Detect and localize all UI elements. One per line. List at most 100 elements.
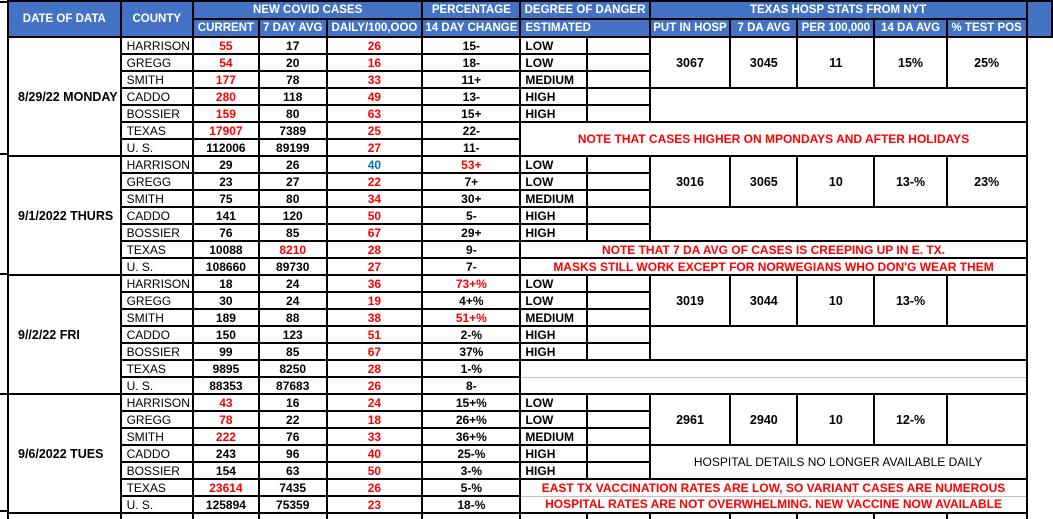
danger-swatch[interactable] [585,155,651,174]
change-cell[interactable]: 26+% [421,410,522,429]
avg7-cell[interactable]: 85 [257,223,328,242]
avg7-cell[interactable]: 89730 [257,257,328,276]
county-cell[interactable]: BOSSIER [119,461,194,480]
hosp-7da-cell[interactable]: 3065 [729,155,799,208]
put-in-hosp-cell[interactable]: 3016 [648,155,732,208]
header-7-day-avg[interactable]: 7 DAY AVG [257,18,328,38]
current-cell[interactable]: 55 [191,36,260,55]
per-100k-cell[interactable]: 11 [796,36,876,89]
daily-cell[interactable]: 67 [325,223,424,242]
county-cell[interactable]: GREGG [119,53,194,72]
avg7-cell[interactable]: 24 [257,274,328,293]
test-pos-cell[interactable]: 25% [945,36,1028,89]
daily-cell[interactable]: 38 [325,308,424,327]
header-test-pos[interactable]: % TEST POS [945,18,1028,38]
daily-cell[interactable]: 27 [325,138,424,157]
change-cell[interactable]: 11- [421,138,522,157]
danger-label-cell[interactable]: HIGH [519,87,588,106]
county-cell[interactable]: TEXAS [119,240,194,259]
change-cell[interactable]: 18-% [421,495,522,514]
avg7-cell[interactable]: 96 [257,444,328,463]
avg7-cell[interactable]: 20 [257,53,328,72]
change-cell[interactable]: 30+ [421,189,522,208]
hosp-14da-cell[interactable]: 12-% [873,393,948,446]
county-cell[interactable]: U. S. [119,495,194,514]
daily-cell[interactable]: 25 [325,121,424,140]
current-cell[interactable]: 54 [191,53,260,72]
header-hosp-7da[interactable]: 7 DA AVG [729,18,799,38]
daily-cell[interactable]: 63 [325,104,424,123]
change-cell[interactable]: 1-% [421,359,522,378]
current-cell[interactable]: 23614 [191,478,260,497]
danger-label-cell[interactable]: HIGH [519,461,588,480]
avg7-cell[interactable]: 118 [257,87,328,106]
danger-label-cell[interactable]: LOW [519,172,588,191]
daily-cell[interactable]: 50 [325,206,424,225]
danger-swatch[interactable] [585,172,651,191]
danger-label-cell[interactable]: HIGH [519,223,588,242]
county-cell[interactable]: GREGG [119,410,194,429]
avg7-cell[interactable]: 17 [257,36,328,55]
danger-swatch[interactable] [585,189,651,208]
avg7-cell[interactable]: 75359 [257,495,328,514]
danger-label-cell[interactable]: LOW [519,291,588,310]
county-cell[interactable]: GREGG [119,291,194,310]
danger-swatch[interactable] [585,393,651,412]
daily-cell[interactable]: 27 [325,257,424,276]
change-cell[interactable]: 36+% [421,427,522,446]
danger-label-cell[interactable]: HIGH [519,325,588,344]
avg7-cell[interactable]: 63 [257,461,328,480]
county-cell[interactable]: CADDO [119,87,194,106]
change-cell[interactable]: 15- [421,36,522,55]
avg7-cell[interactable]: 87683 [257,376,328,395]
danger-swatch[interactable] [585,410,651,429]
danger-label-cell[interactable]: LOW [519,36,588,55]
danger-swatch[interactable] [585,70,651,89]
daily-cell[interactable]: 40 [325,444,424,463]
header-estimated[interactable]: ESTIMATED [519,18,651,38]
header-put-in-hosp[interactable]: PUT IN HOSP [648,18,732,38]
change-cell[interactable]: 25-% [421,444,522,463]
danger-label-cell[interactable]: LOW [519,53,588,72]
change-cell[interactable]: 9- [421,240,522,259]
test-pos-cell[interactable] [945,274,1028,327]
danger-label-cell[interactable]: LOW [519,393,588,412]
current-cell[interactable]: 18 [191,274,260,293]
daily-cell[interactable]: 28 [325,240,424,259]
avg7-cell[interactable]: 80 [257,104,328,123]
county-cell[interactable]: U. S. [119,257,194,276]
avg7-cell[interactable]: 85 [257,342,328,361]
county-cell[interactable]: U. S. [119,138,194,157]
county-cell[interactable]: SMITH [119,308,194,327]
avg7-cell[interactable]: 24 [257,291,328,310]
danger-label-cell[interactable]: HIGH [519,206,588,225]
current-cell[interactable]: 222 [191,427,260,446]
daily-cell[interactable]: 16 [325,53,424,72]
current-cell[interactable]: 189 [191,308,260,327]
current-cell[interactable]: 76 [191,223,260,242]
date-cell[interactable]: 9/1/2022 THURS [7,155,122,276]
per-100k-cell[interactable]: 10 [796,155,876,208]
current-cell[interactable]: 10088 [191,240,260,259]
hosp-14da-cell[interactable]: 13-% [873,274,948,327]
county-cell[interactable]: HARRISON [119,393,194,412]
county-cell[interactable]: BOSSIER [119,342,194,361]
change-cell[interactable]: 37% [421,342,522,361]
header-hosp-14da[interactable]: 14 DA AVG [873,18,948,38]
daily-cell[interactable]: 33 [325,70,424,89]
test-pos-cell[interactable] [945,393,1028,446]
county-cell[interactable]: BOSSIER [119,104,194,123]
current-cell[interactable]: 154 [191,461,260,480]
current-cell[interactable]: 30 [191,291,260,310]
county-cell[interactable]: CADDO [119,444,194,463]
danger-label-cell[interactable]: HIGH [519,342,588,361]
avg7-cell[interactable]: 8210 [257,240,328,259]
change-cell[interactable]: 29+ [421,223,522,242]
county-cell[interactable]: TEXAS [119,478,194,497]
change-cell[interactable]: 3-% [421,461,522,480]
hosp-7da-cell[interactable]: 2940 [729,393,799,446]
daily-cell[interactable]: 18 [325,410,424,429]
hosp-7da-cell[interactable]: 3045 [729,36,799,89]
avg7-cell[interactable]: 80 [257,189,328,208]
avg7-cell[interactable]: 22 [257,410,328,429]
